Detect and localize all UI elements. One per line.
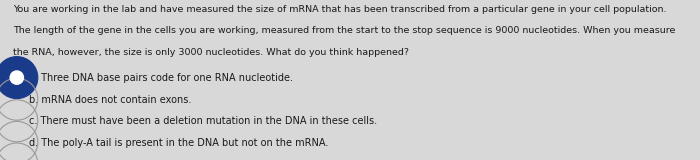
Text: d. The poly-A tail is present in the DNA but not on the mRNA.: d. The poly-A tail is present in the DNA… [29, 138, 329, 148]
Text: a. Three DNA base pairs code for one RNA nucleotide.: a. Three DNA base pairs code for one RNA… [29, 73, 293, 83]
Text: b. mRNA does not contain exons.: b. mRNA does not contain exons. [29, 95, 192, 105]
Text: the RNA, however, the size is only 3000 nucleotides. What do you think happened?: the RNA, however, the size is only 3000 … [13, 48, 409, 57]
Text: c. There must have been a deletion mutation in the DNA in these cells.: c. There must have been a deletion mutat… [29, 116, 377, 126]
Text: You are working in the lab and have measured the size of mRNA that has been tran: You are working in the lab and have meas… [13, 5, 666, 14]
Text: The length of the gene in the cells you are working, measured from the start to : The length of the gene in the cells you … [13, 26, 675, 35]
Ellipse shape [10, 70, 24, 85]
Ellipse shape [0, 57, 38, 99]
